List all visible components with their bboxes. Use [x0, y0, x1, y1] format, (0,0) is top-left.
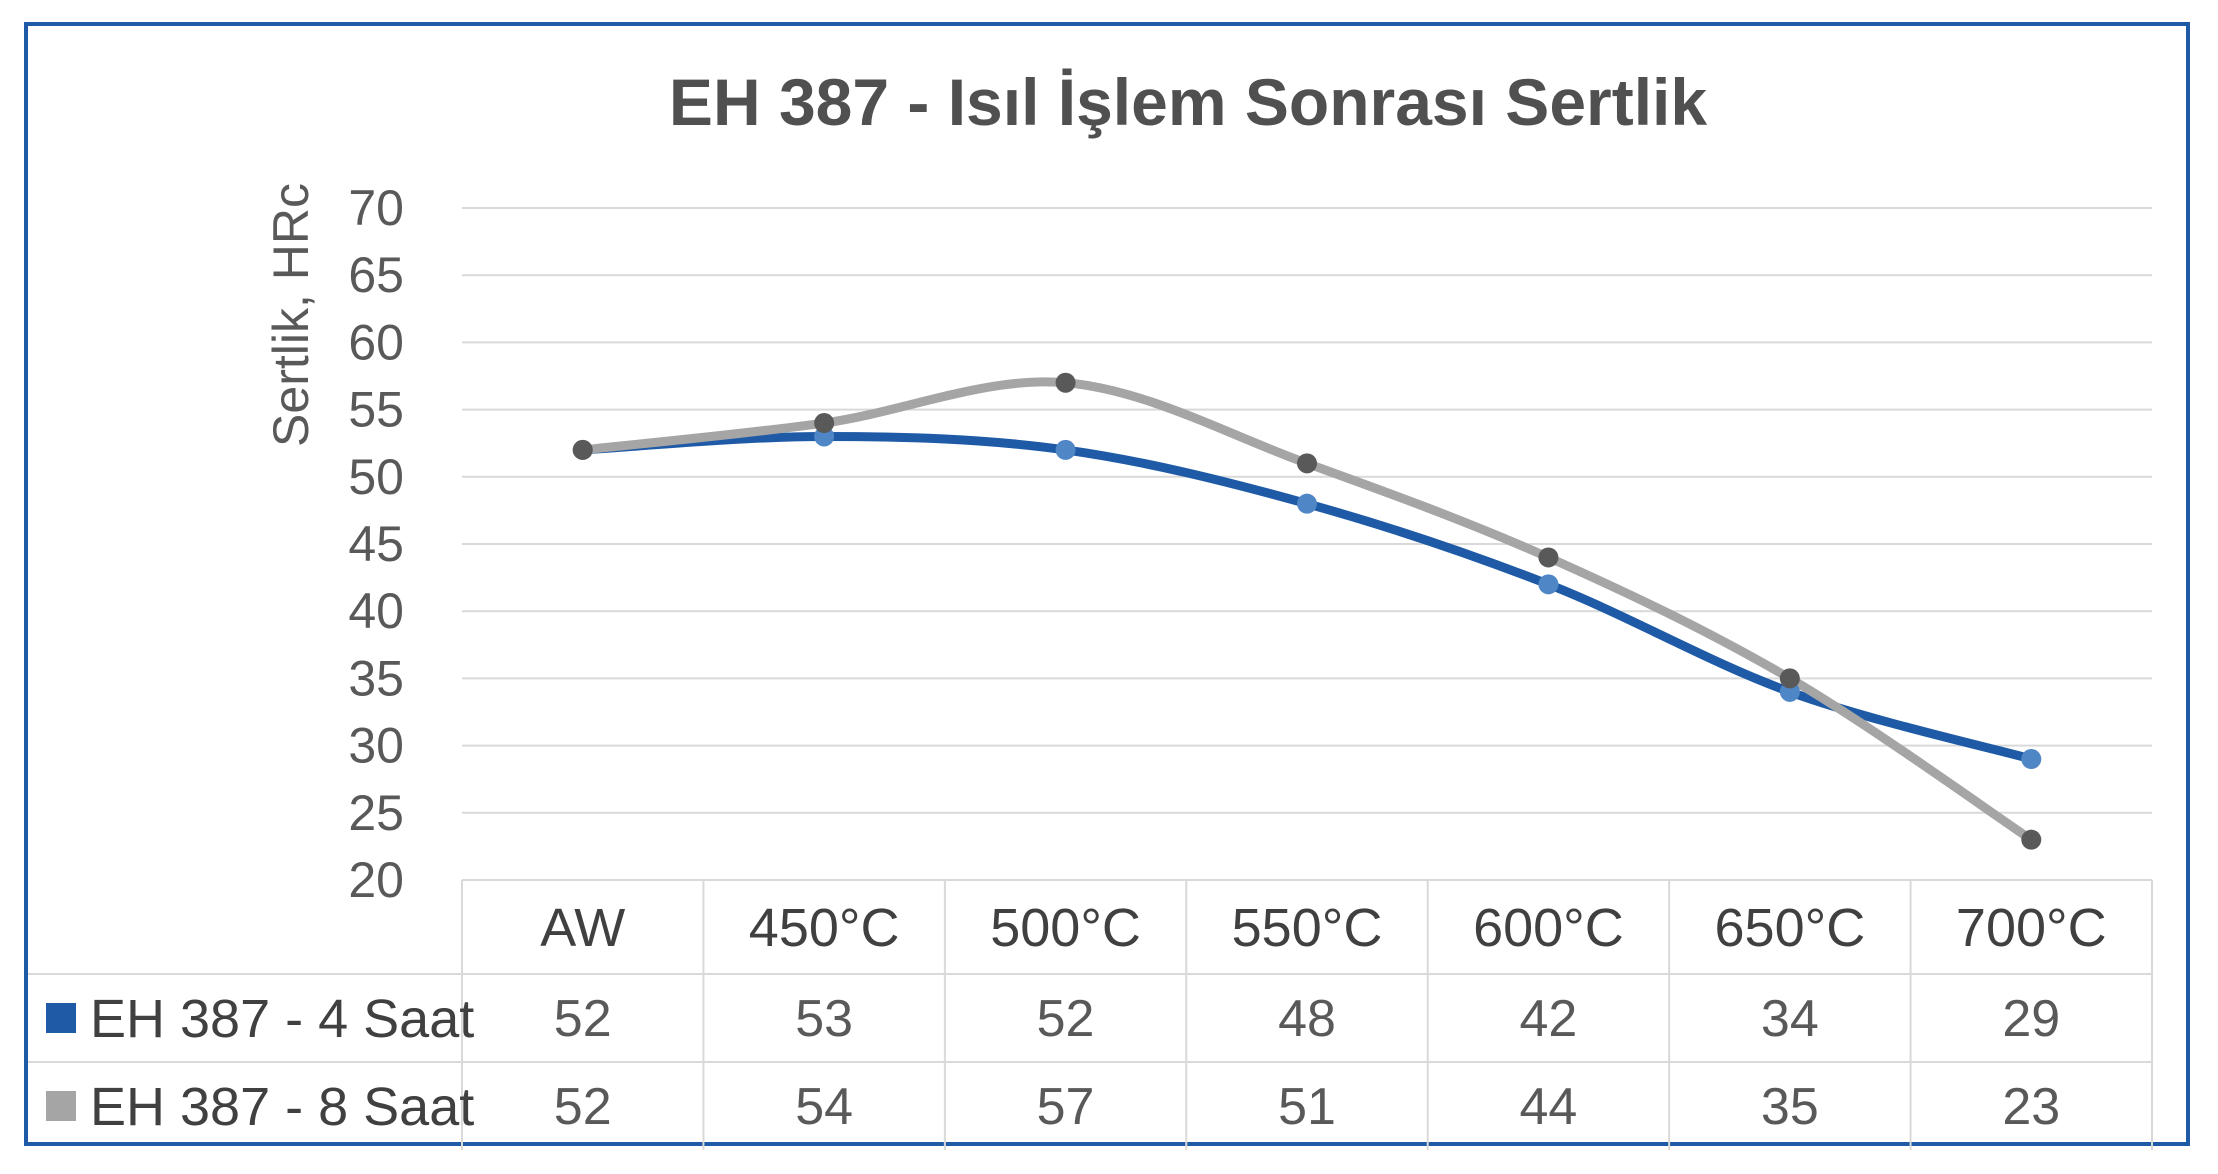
legend-entry: EH 387 - 8 Saat [90, 1077, 474, 1137]
table-cell: 51 [1278, 1078, 1336, 1136]
data-point [1779, 668, 1800, 689]
y-tick-label: 20 [348, 852, 404, 908]
y-tick-label: 30 [348, 718, 404, 774]
y-axis-label: Sertlik, HRc [263, 183, 319, 447]
table-cell: 29 [2002, 990, 2060, 1048]
data-point [2021, 749, 2042, 770]
table-cell: 34 [1761, 990, 1819, 1048]
table-cell: 23 [2002, 1078, 2060, 1136]
data-point [2021, 829, 2042, 850]
data-point [814, 413, 835, 434]
table-cell: 48 [1278, 990, 1336, 1048]
table-cell: 44 [1520, 1078, 1578, 1136]
data-point [1055, 372, 1076, 393]
legend-swatch [46, 1091, 76, 1121]
chart-frame [24, 22, 2190, 1146]
table-cell: 35 [1761, 1078, 1819, 1136]
y-tick-label: 70 [348, 180, 404, 236]
y-tick-label: 60 [348, 314, 404, 370]
x-tick-label: 450°C [749, 898, 900, 958]
table-cell: 54 [795, 1078, 853, 1136]
legend-swatch [46, 1003, 76, 1033]
x-tick-label: 500°C [990, 898, 1141, 958]
x-tick-label: 600°C [1473, 898, 1624, 958]
table-cell: 42 [1520, 990, 1578, 1048]
data-point [1538, 547, 1559, 568]
x-tick-label: 700°C [1956, 898, 2107, 958]
table-cell: 52 [1037, 990, 1095, 1048]
y-tick-label: 45 [348, 516, 404, 572]
series-line [578, 431, 2036, 764]
y-tick-label: 55 [348, 382, 404, 438]
table-cell: 53 [795, 990, 853, 1048]
y-tick-label: 65 [348, 247, 404, 303]
y-tick-label: 25 [348, 785, 404, 841]
y-tick-label: 35 [348, 650, 404, 706]
data-point [1297, 453, 1317, 474]
data-point [1055, 439, 1076, 460]
x-tick-label: AW [540, 898, 625, 958]
data-point [1538, 574, 1559, 595]
y-tick-label: 50 [348, 449, 404, 505]
table-cell: 52 [554, 990, 612, 1048]
chart-title: EH 387 - Isıl İşlem Sonrası Sertlik [669, 65, 1707, 139]
x-tick-label: 650°C [1715, 898, 1866, 958]
x-tick-label: 550°C [1232, 898, 1383, 958]
y-tick-label: 40 [348, 583, 404, 639]
data-point [572, 439, 593, 460]
table-cell: 57 [1037, 1078, 1095, 1136]
legend-entry: EH 387 - 4 Saat [90, 989, 474, 1049]
table-cell: 52 [554, 1078, 612, 1136]
data-point [1297, 493, 1317, 514]
